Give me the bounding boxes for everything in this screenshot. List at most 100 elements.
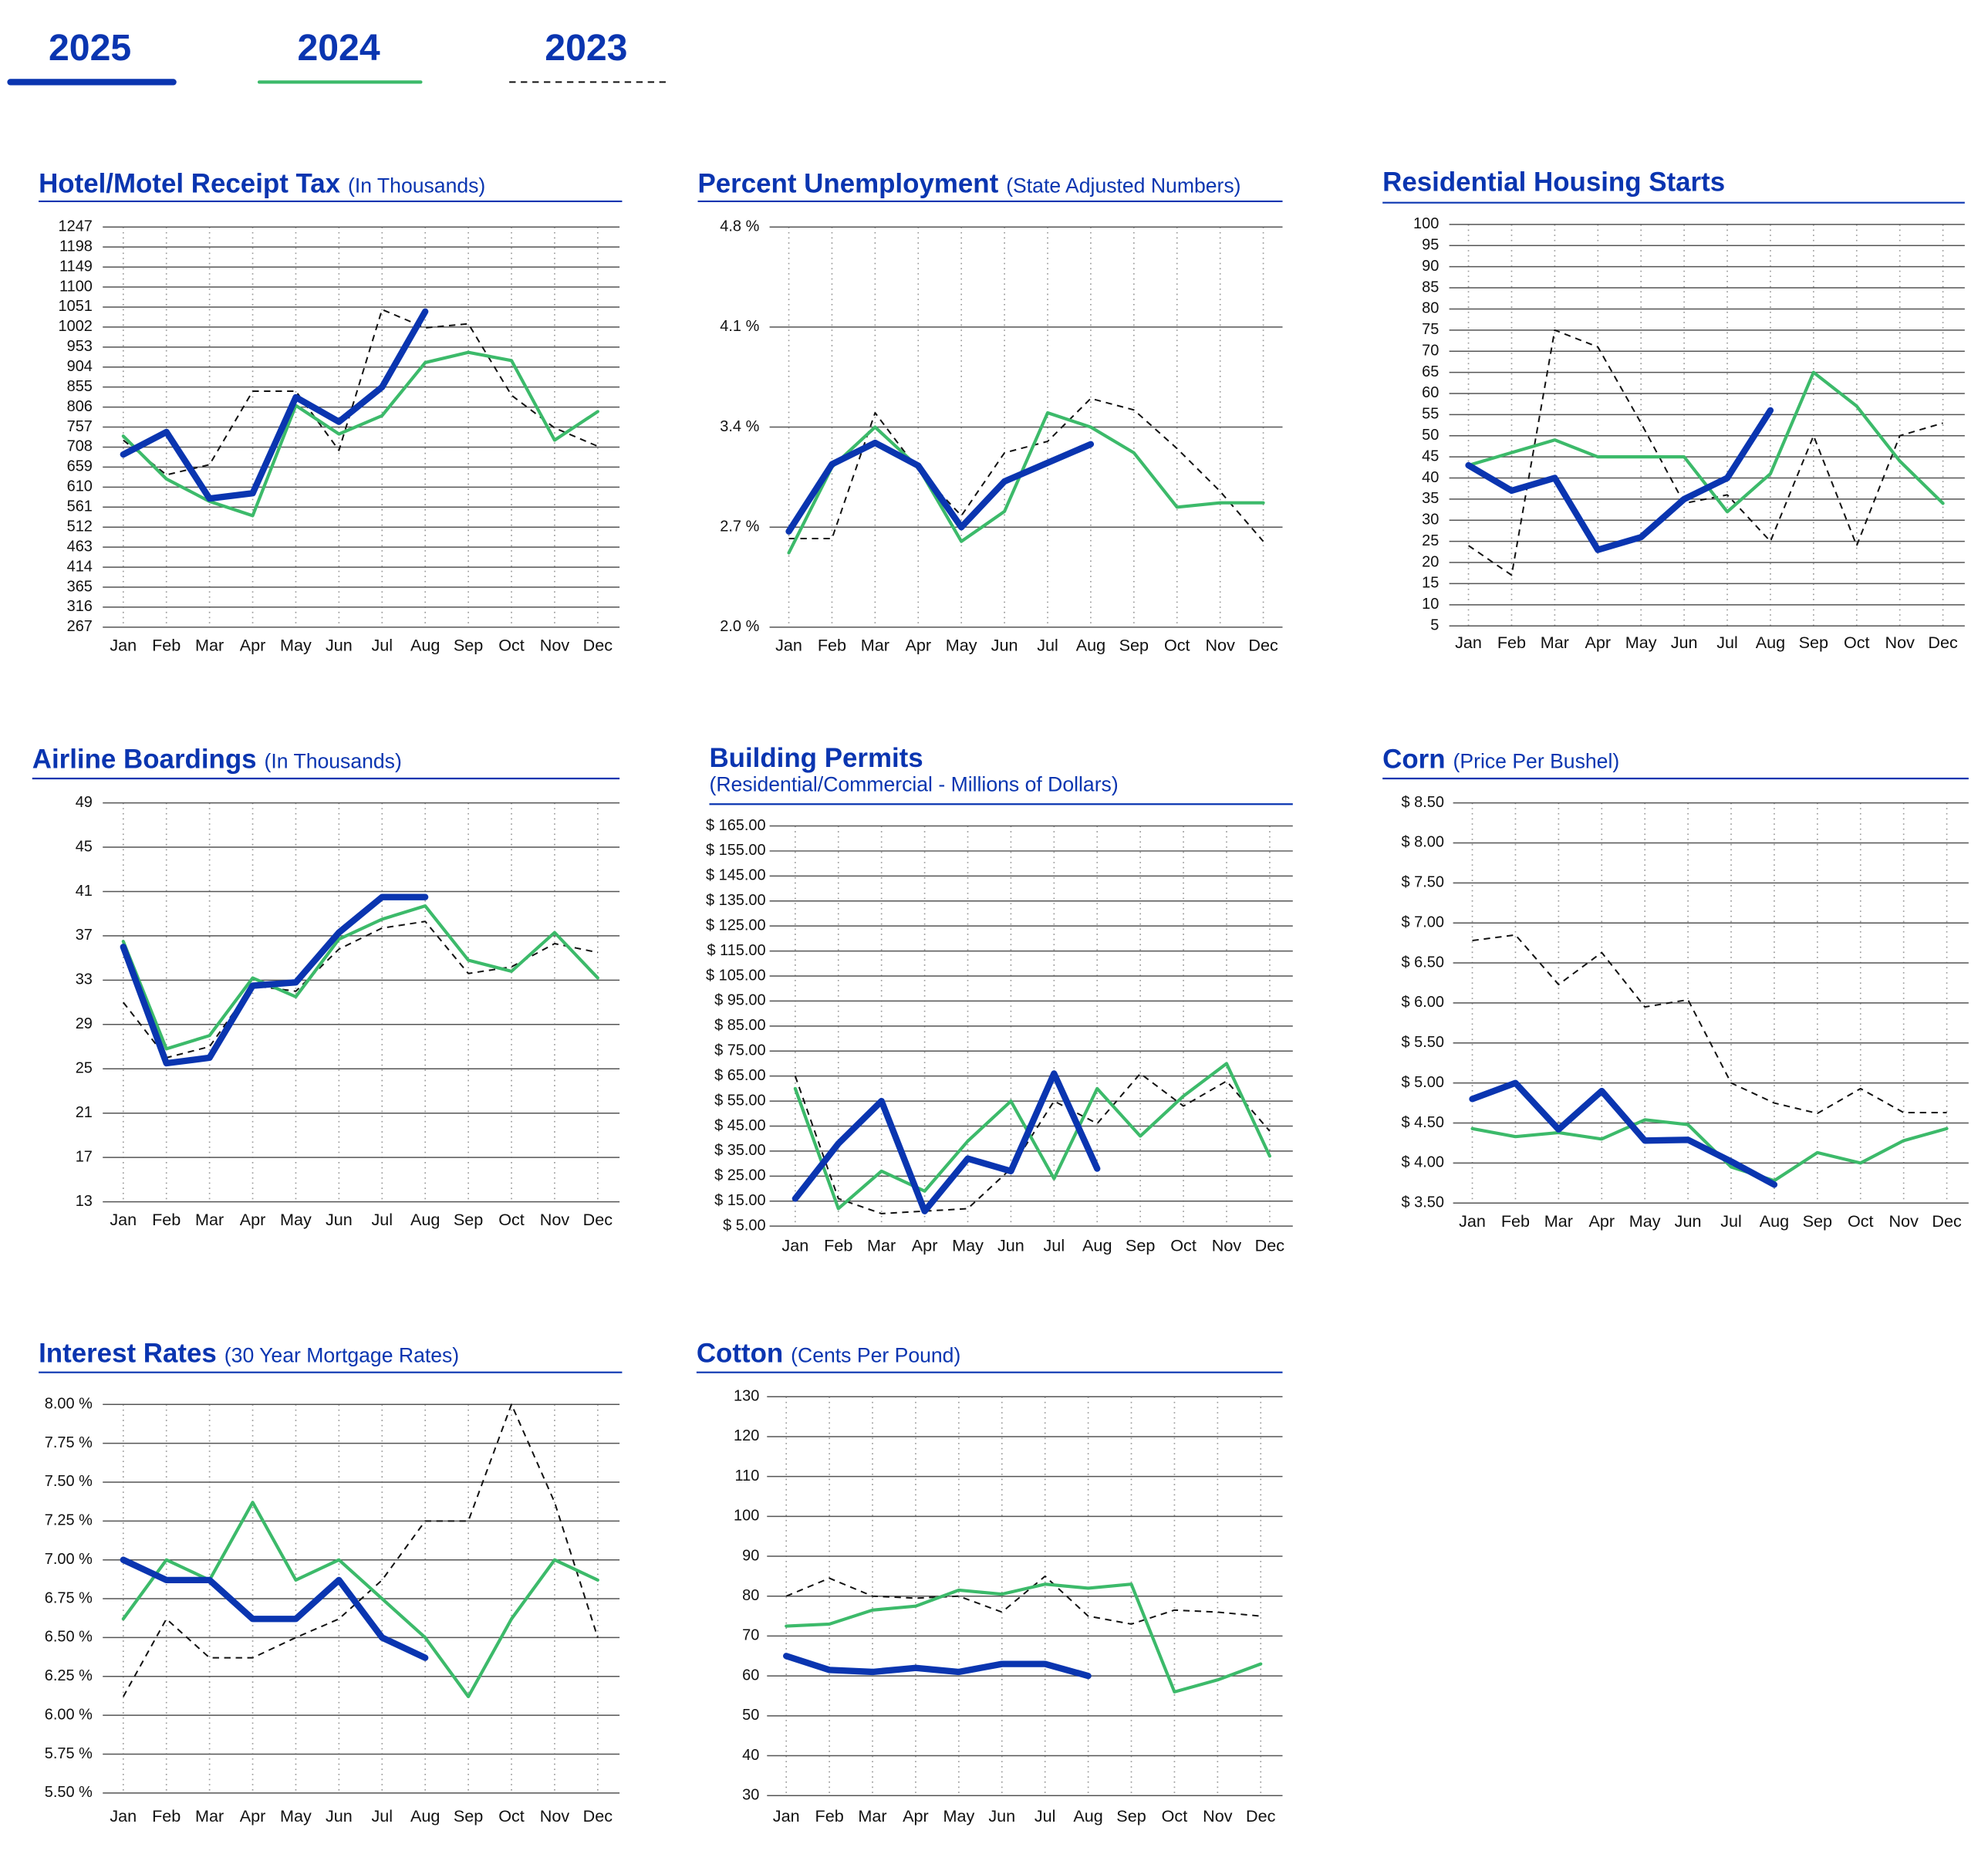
y-tick-label: 45 [1422,448,1439,464]
y-tick-label: 130 [734,1388,759,1405]
y-tick-label: 1100 [59,278,93,295]
y-tick-label: 110 [735,1468,760,1484]
x-tick-label: Jun [1675,1211,1702,1231]
y-tick-label: 6.00 % [45,1706,93,1723]
x-tick-label: Apr [1588,1211,1615,1231]
x-tick-label: Nov [540,1806,570,1826]
y-tick-label: 25 [1422,532,1439,549]
chart-title-text: Airline Boardings [32,745,257,775]
x-tick-label: Nov [1888,1211,1919,1231]
y-tick-label: $ 155.00 [706,842,766,859]
x-tick-label: Apr [903,1806,929,1826]
series-line [1469,1079,1778,1188]
y-tick-label: 20 [1422,553,1439,570]
y-tick-label: $ 105.00 [706,967,766,984]
y-tick-label: 806 [67,398,93,415]
y-tick-label: 60 [742,1667,759,1684]
chart-subtitle: (Price Per Bushel) [1453,750,1620,773]
y-tick-label: 5.50 % [45,1784,93,1801]
y-tick-label: 4.1 % [720,318,759,335]
y-tick-label: $ 5.00 [723,1217,765,1234]
series-line [1467,370,1945,514]
y-tick-label: 45 [76,838,93,855]
y-tick-label: 512 [67,518,93,535]
y-tick-label: 1002 [59,318,93,335]
series-line [122,1403,599,1697]
chart-title-text: Percent Unemployment [698,168,999,198]
x-tick-label: Feb [824,1235,852,1255]
series-line [120,308,429,502]
y-tick-label: 708 [67,438,93,455]
series-line [123,920,599,1059]
y-tick-label: 33 [76,971,93,988]
y-tick-label: 35 [1422,490,1439,507]
series-line [787,410,1265,555]
y-tick-label: 1051 [59,298,93,315]
y-tick-label: 70 [1422,342,1439,359]
y-tick-label: $ 35.00 [714,1142,766,1159]
series-line [794,1072,1271,1214]
x-tick-label: Sep [1119,636,1149,655]
y-tick-label: 41 [76,883,93,900]
series-line [791,1070,1101,1214]
y-tick-label: 80 [1422,300,1439,317]
x-tick-label: Aug [1082,1235,1112,1255]
x-tick-label: Jul [1720,1211,1742,1231]
x-tick-label: Mar [195,636,224,655]
y-tick-label: 30 [1422,512,1439,529]
x-tick-label: Oct [498,636,525,655]
y-tick-label: 365 [67,578,93,595]
series-line [785,1575,1261,1625]
y-tick-label: 100 [1413,215,1439,232]
y-tick-label: $ 55.00 [714,1092,766,1109]
x-tick-label: Apr [240,636,266,655]
x-tick-label: Dec [583,636,613,655]
y-tick-label: 757 [67,418,93,435]
x-tick-label: Dec [1932,1211,1962,1231]
chart-title: Hotel/Motel Receipt Tax (In Thousands) [39,168,485,198]
x-tick-label: Nov [1205,636,1235,655]
y-tick-label: 953 [67,338,93,355]
legend-label: 2025 [49,27,131,69]
y-tick-label: 40 [1422,469,1439,486]
y-tick-label: 316 [67,598,93,615]
x-tick-label: Jul [371,1210,393,1229]
y-tick-label: 75 [1422,321,1439,338]
x-tick-label: Jan [1455,633,1482,652]
x-tick-label: Jan [110,636,137,655]
chart-subtitle: (In Thousands) [348,174,485,197]
y-tick-label: 6.50 % [45,1629,93,1646]
y-tick-label: 414 [67,558,93,575]
x-tick-label: Jan [781,1235,808,1255]
x-tick-label: Jun [326,1806,353,1826]
x-tick-label: Feb [152,636,181,655]
y-tick-label: 25 [76,1060,93,1077]
x-tick-label: Oct [1848,1211,1874,1231]
y-tick-label: 90 [1422,258,1439,275]
x-tick-label: Aug [1073,1806,1102,1826]
y-tick-label: $ 165.00 [706,817,766,834]
x-tick-label: Dec [1248,636,1278,655]
y-tick-label: $ 3.50 [1402,1194,1444,1211]
x-tick-label: Mar [861,636,889,655]
y-tick-label: $ 65.00 [714,1067,766,1084]
y-tick-label: 60 [1422,384,1439,401]
y-tick-label: 80 [742,1587,759,1604]
y-tick-label: 5.75 % [45,1745,93,1762]
x-tick-label: May [1629,1211,1661,1231]
x-tick-label: Nov [540,1210,570,1229]
y-tick-label: 21 [76,1104,93,1121]
x-tick-label: Sep [454,1806,483,1826]
x-tick-label: Feb [1497,633,1526,652]
x-tick-label: Oct [1162,1806,1188,1826]
y-tick-label: 13 [76,1193,93,1210]
y-tick-label: 267 [67,618,93,635]
x-tick-label: Dec [1928,633,1958,652]
y-tick-label: 49 [76,794,93,811]
x-tick-label: Apr [1585,633,1611,652]
y-tick-label: 3.4 % [720,418,759,435]
chart-title-text: Interest Rates [39,1338,217,1368]
series-line [123,309,599,476]
x-tick-label: Feb [815,1806,844,1826]
x-tick-label: Jul [1716,633,1738,652]
